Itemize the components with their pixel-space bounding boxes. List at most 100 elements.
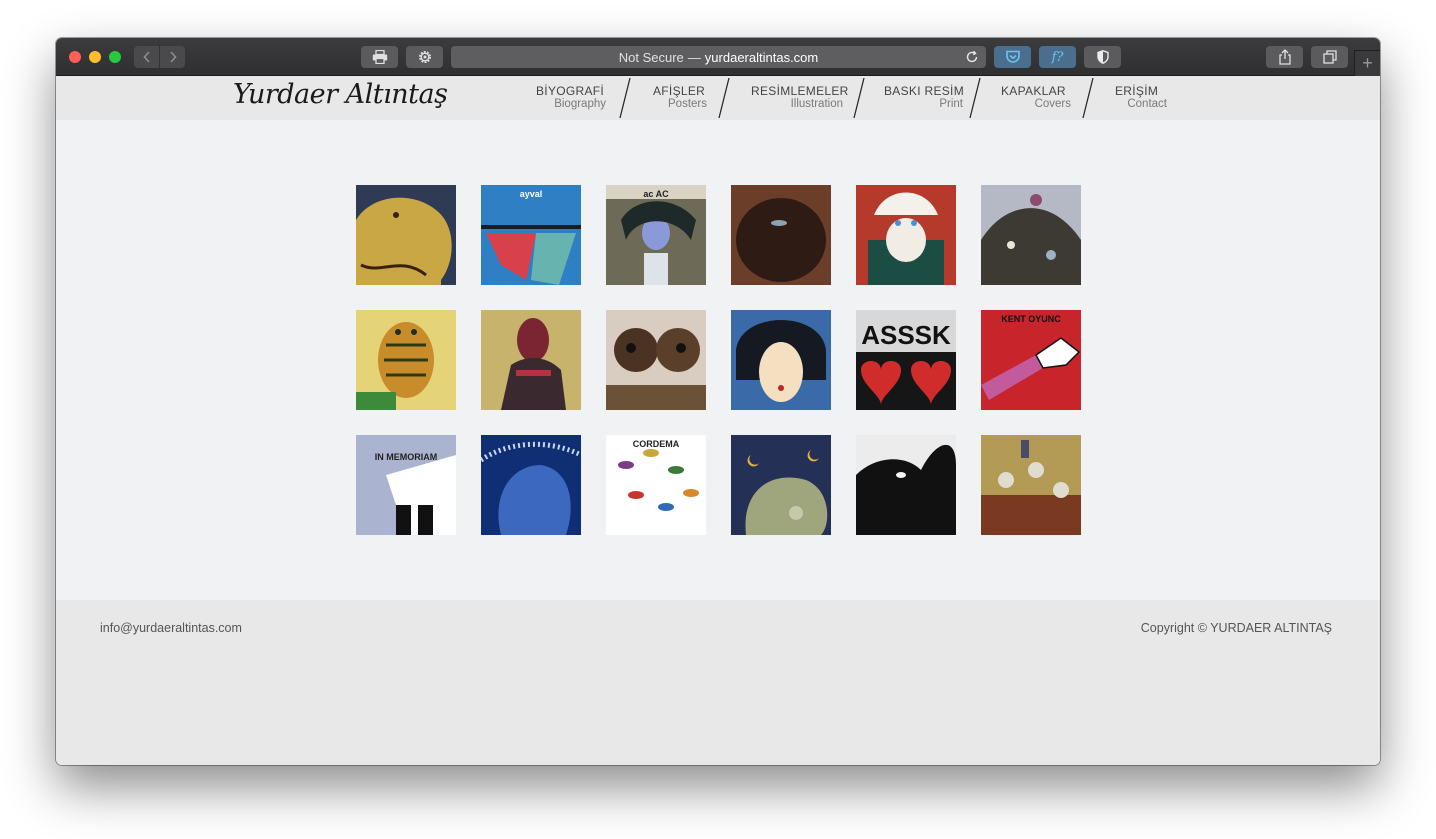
print-icon bbox=[372, 50, 387, 64]
nav-label-en: Covers bbox=[1034, 98, 1071, 110]
share-button[interactable] bbox=[1266, 46, 1303, 68]
artwork-thumbnail-heap-collage[interactable] bbox=[981, 185, 1081, 285]
artwork-image bbox=[856, 435, 956, 535]
nav-print[interactable]: BASKI RESİM Print bbox=[884, 84, 964, 114]
artwork-image bbox=[356, 185, 456, 285]
nav-label-tr: ERİŞİM bbox=[1115, 84, 1159, 98]
nav-divider bbox=[718, 78, 730, 118]
browser-window: Not Secure — yurdaeraltintas.com f? + Yu… bbox=[56, 38, 1380, 765]
new-tab-icon: + bbox=[1362, 53, 1373, 73]
site-header: Yurdaer Altıntaş BİYOGRAFİ Biography AFİ… bbox=[56, 76, 1380, 120]
artwork-caption: KENT OYUNC bbox=[1001, 314, 1061, 324]
site-logo[interactable]: Yurdaer Altıntaş bbox=[233, 79, 448, 110]
font-extension-button[interactable]: f? bbox=[1039, 46, 1076, 68]
artwork-image bbox=[731, 435, 831, 535]
artwork-thumbnail-owls[interactable] bbox=[606, 310, 706, 410]
artwork-thumbnail-tiger-cat[interactable] bbox=[356, 310, 456, 410]
forward-button[interactable] bbox=[160, 46, 185, 68]
artwork-image bbox=[981, 435, 1081, 535]
nav-label-tr: BİYOGRAFİ bbox=[536, 84, 605, 98]
share-icon bbox=[1278, 49, 1291, 65]
artwork-image: ASSSK bbox=[856, 310, 956, 410]
artwork-thumbnail-blue-face[interactable] bbox=[481, 435, 581, 535]
artwork-caption: CORDEMA bbox=[633, 439, 680, 449]
new-tab-button[interactable]: + bbox=[1354, 50, 1380, 76]
nav-label-en: Biography bbox=[554, 98, 606, 110]
artwork-thumbnail-black-horse[interactable] bbox=[856, 435, 956, 535]
nav-divider bbox=[853, 78, 865, 118]
artwork-image bbox=[481, 310, 581, 410]
tabs-icon bbox=[1322, 50, 1337, 64]
browser-toolbar: Not Secure — yurdaeraltintas.com f? + bbox=[56, 38, 1380, 76]
artwork-thumbnail-hearts-poster[interactable]: ASSSK bbox=[856, 310, 956, 410]
artwork-thumbnail-kent-oyunculari[interactable]: KENT OYUNC bbox=[981, 310, 1081, 410]
nav-label-tr: AFİŞLER bbox=[653, 84, 706, 98]
artwork-thumbnail-in-memoriam[interactable]: IN MEMORIAM bbox=[356, 435, 456, 535]
artwork-caption: ayval bbox=[520, 189, 543, 199]
artwork-image: ac AC bbox=[606, 185, 706, 285]
artwork-caption: ac AC bbox=[643, 189, 669, 199]
minimize-window-button[interactable] bbox=[89, 51, 101, 63]
pocket-icon bbox=[1005, 50, 1020, 63]
web-page: Yurdaer Altıntaş BİYOGRAFİ Biography AFİ… bbox=[56, 76, 1380, 765]
back-button[interactable] bbox=[134, 46, 160, 68]
privacy-shield-icon bbox=[1096, 50, 1109, 64]
address-bar[interactable]: Not Secure — yurdaeraltintas.com bbox=[451, 46, 986, 68]
artwork-image: IN MEMORIAM bbox=[356, 435, 456, 535]
nav-contact[interactable]: ERİŞİM Contact bbox=[1115, 84, 1167, 114]
site-footer: info@yurdaeraltintas.com Copyright © YUR… bbox=[56, 600, 1380, 765]
nav-label-en: Contact bbox=[1127, 98, 1167, 110]
nav-divider bbox=[1082, 78, 1094, 118]
artwork-thumbnail-girl-portrait[interactable]: ac AC bbox=[606, 185, 706, 285]
nav-label-en: Illustration bbox=[790, 98, 843, 110]
nav-posters[interactable]: AFİŞLER Posters bbox=[653, 84, 707, 114]
nav-label-tr: KAPAKLAR bbox=[1001, 84, 1066, 98]
artwork-thumbnail-lion-yellow[interactable] bbox=[356, 185, 456, 285]
pocket-button[interactable] bbox=[994, 46, 1031, 68]
settings-button[interactable] bbox=[406, 46, 443, 68]
artwork-caption: IN MEMORIAM bbox=[375, 452, 438, 462]
artwork-image bbox=[856, 185, 956, 285]
history-nav bbox=[134, 46, 185, 68]
nav-divider bbox=[969, 78, 981, 118]
nav-illustration[interactable]: RESİMLEMELER Illustration bbox=[751, 84, 849, 114]
nav-label-en: Posters bbox=[668, 98, 707, 110]
artwork-image bbox=[981, 185, 1081, 285]
artwork-image: CORDEMA bbox=[606, 435, 706, 535]
nav-label-tr: RESİMLEMELER bbox=[751, 84, 849, 98]
artwork-thumbnail-dark-creature[interactable] bbox=[731, 185, 831, 285]
contact-email-link[interactable]: info@yurdaeraltintas.com bbox=[100, 621, 242, 635]
artwork-gallery: ayval ac AC ASSSK KENT OYUNC IN MEMORIAM CORD… bbox=[356, 185, 1081, 560]
artwork-thumbnail-bearded-man[interactable] bbox=[856, 185, 956, 285]
privacy-button[interactable] bbox=[1084, 46, 1121, 68]
nav-divider bbox=[619, 78, 631, 118]
close-window-button[interactable] bbox=[69, 51, 81, 63]
artwork-thumbnail-geisha[interactable] bbox=[731, 310, 831, 410]
artwork-caption: ASSSK bbox=[861, 320, 951, 350]
copyright-text: Copyright © YURDAER ALTINTAŞ bbox=[1140, 621, 1332, 635]
forward-icon bbox=[169, 51, 177, 63]
artwork-thumbnail-fez-figure[interactable] bbox=[481, 310, 581, 410]
artwork-image bbox=[356, 310, 456, 410]
nav-covers[interactable]: KAPAKLAR Covers bbox=[1001, 84, 1071, 114]
artwork-image bbox=[731, 185, 831, 285]
nav-label-tr: BASKI RESİM bbox=[884, 84, 964, 98]
artwork-thumbnail-ayvalik-poster[interactable]: ayval bbox=[481, 185, 581, 285]
address-host: yurdaeraltintas.com bbox=[704, 49, 819, 65]
zoom-window-button[interactable] bbox=[109, 51, 121, 63]
reload-icon[interactable] bbox=[964, 49, 980, 65]
artwork-image bbox=[606, 310, 706, 410]
print-button[interactable] bbox=[361, 46, 398, 68]
artwork-thumbnail-moon-night[interactable] bbox=[731, 435, 831, 535]
settings-icon bbox=[418, 51, 431, 63]
security-status: Not Secure bbox=[618, 49, 684, 65]
artwork-thumbnail-ottoman-crowd[interactable] bbox=[981, 435, 1081, 535]
artwork-thumbnail-cinema-chairs[interactable]: CORDEMA bbox=[606, 435, 706, 535]
artwork-image bbox=[731, 310, 831, 410]
address-separator: — bbox=[687, 49, 701, 65]
nav-label-en: Print bbox=[939, 98, 963, 110]
tabs-overview-button[interactable] bbox=[1311, 46, 1348, 68]
artwork-image: KENT OYUNC bbox=[981, 310, 1081, 410]
artwork-image: ayval bbox=[481, 185, 581, 285]
nav-biography[interactable]: BİYOGRAFİ Biography bbox=[536, 84, 606, 114]
